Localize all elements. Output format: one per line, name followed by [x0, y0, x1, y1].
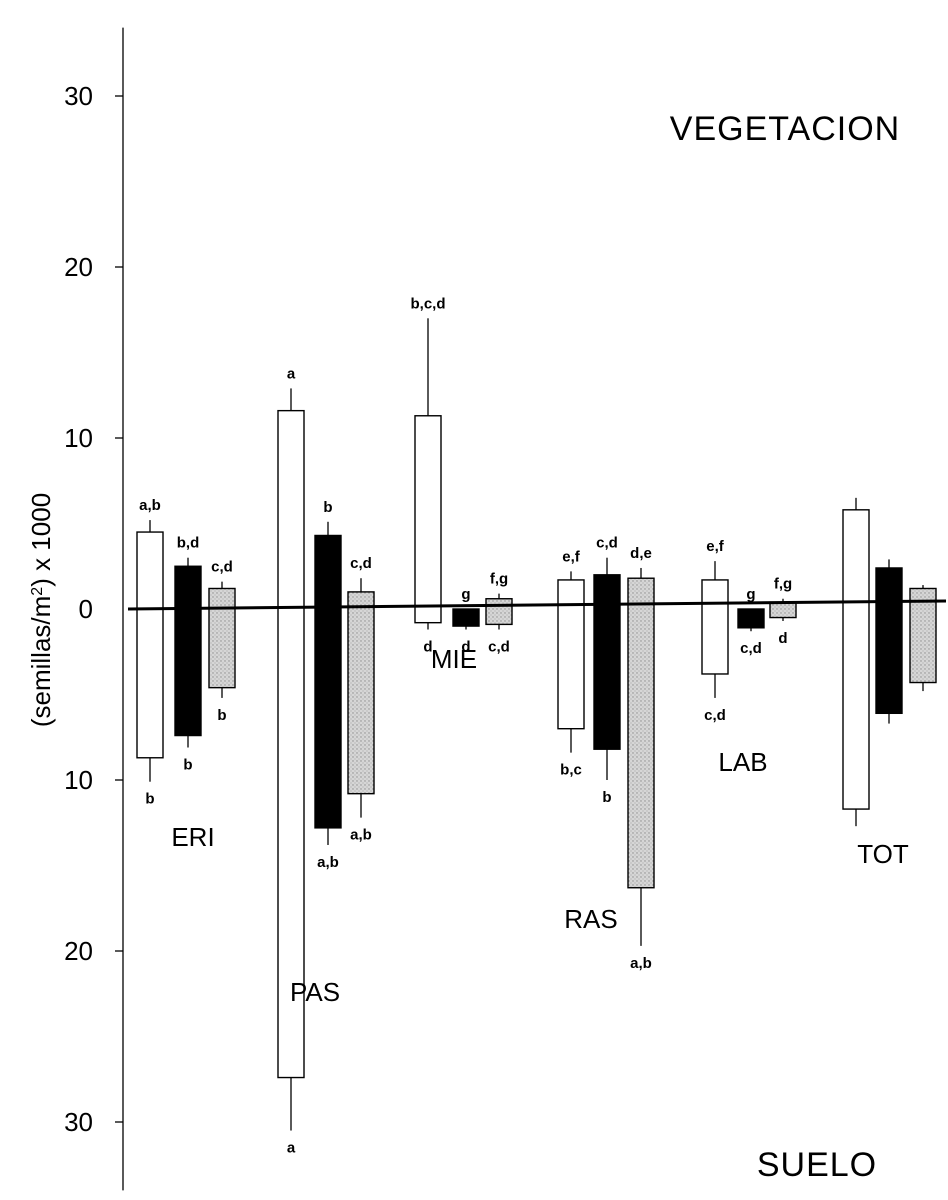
vegetacion-label: VEGETACION: [670, 110, 900, 148]
bar-ras-black: [593, 574, 621, 750]
sig-label-bottom: c,d: [704, 707, 726, 724]
bar-eri-black: [174, 565, 202, 737]
suelo-label: SUELO: [757, 1146, 877, 1184]
y-axis-label: (semillas/m2) x 1000: [26, 493, 56, 727]
bar-lab-stippled: [769, 601, 797, 619]
bar-eri-white: [136, 531, 164, 759]
group-label-ras: RAS: [564, 904, 617, 934]
bar-mie-white: [414, 415, 442, 624]
y-tick-label-bottom: 30: [64, 1107, 93, 1137]
bar-ras-white: [557, 579, 585, 730]
sig-label-top: b,c,d: [410, 295, 445, 312]
sig-label-bottom: b: [183, 757, 192, 774]
y-tick-label-zero: 0: [79, 594, 93, 624]
y-tick-label-bottom: 10: [64, 765, 93, 795]
bar-ras-stippled: [627, 577, 655, 889]
group-label-lab: LAB: [718, 747, 767, 777]
group-label-tot: TOT: [857, 839, 909, 869]
sig-label-bottom: d: [423, 639, 432, 656]
bars: [127, 318, 947, 1131]
sig-label-top: c,d: [350, 555, 372, 572]
sig-label-bottom: a,b: [350, 827, 372, 844]
bar-lab-black: [737, 608, 765, 629]
bar-mie-stippled: [485, 598, 513, 626]
sig-label-top: g: [461, 586, 470, 603]
bar-eri-stippled: [208, 587, 236, 689]
y-axis-label-prefix: (semillas/m: [26, 596, 56, 727]
sig-label-top: e,f: [562, 548, 581, 565]
sig-label-bottom: b: [602, 789, 611, 806]
sig-label-bottom: b: [217, 707, 226, 724]
sig-label-top: d,e: [630, 545, 652, 562]
sig-label-bottom: d: [461, 639, 470, 656]
sig-label-top: a,b: [139, 497, 161, 514]
sig-label-top: c,d: [596, 535, 618, 552]
y-axis-label-superscript: 2: [29, 587, 46, 596]
sig-label-bottom: b: [145, 791, 154, 808]
bar-mie-black: [452, 608, 480, 627]
y-axis-label-suffix: ) x 1000: [26, 493, 56, 587]
y-tick-label-top: 30: [64, 81, 93, 111]
bar-pas-stippled: [347, 591, 375, 795]
labels: a,b b b,d b c,d b ERI a a b a,b c,d a,b PAS b,c,d d g d f,…: [139, 295, 909, 1156]
sig-label-top: f,g: [490, 571, 508, 588]
bar-tot-stippled: [909, 587, 937, 684]
sig-label-top: a: [287, 365, 296, 382]
bar-pas-black: [314, 534, 342, 829]
sig-label-bottom: a,b: [317, 854, 339, 871]
zero-line: [127, 599, 947, 611]
group-label-pas: PAS: [290, 977, 340, 1007]
sig-label-top: b: [323, 499, 332, 516]
group-label-mie: MIE: [431, 644, 477, 674]
sig-label-bottom: c,d: [740, 640, 762, 657]
y-tick-label-bottom: 20: [64, 936, 93, 966]
bar-tot-white: [842, 509, 870, 810]
sig-label-bottom: b,c: [560, 762, 582, 779]
sig-label-top: e,f: [706, 538, 725, 555]
sig-label-top: b,d: [177, 535, 200, 552]
axes: 10 20 30 10 20 30 0: [64, 27, 124, 1191]
sig-label-bottom: a: [287, 1140, 296, 1157]
y-tick-label-top: 10: [64, 423, 93, 453]
group-label-eri: ERI: [171, 822, 214, 852]
sig-label-bottom: d: [778, 630, 787, 647]
bar-pas-white: [277, 409, 305, 1079]
bar-tot-black: [875, 567, 903, 715]
sig-label-top: c,d: [211, 559, 233, 576]
bar-lab-white: [701, 579, 729, 675]
sig-label-top: f,g: [774, 576, 792, 593]
sig-label-bottom: a,b: [630, 955, 652, 972]
y-tick-label-top: 20: [64, 252, 93, 282]
sig-label-bottom: c,d: [488, 639, 510, 656]
sig-label-top: g: [746, 586, 755, 603]
